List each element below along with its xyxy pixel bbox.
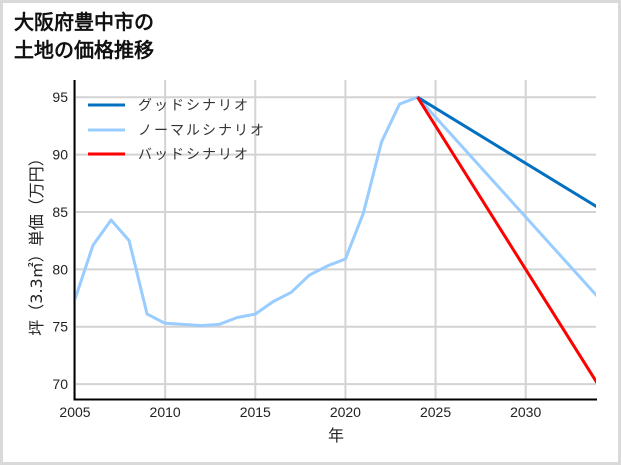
legend-label: グッドシナリオ [138, 98, 250, 114]
x-tick-label: 2020 [330, 404, 361, 420]
data-series [75, 95, 596, 385]
y-tick-label: 80 [52, 261, 68, 277]
y-tick-labels: 70 75 80 85 90 95 [52, 89, 68, 392]
chart-title: 大阪府豊中市の 土地の価格推移 [14, 8, 154, 64]
chart-title-line-2: 土地の価格推移 [14, 38, 154, 62]
y-tick-label: 70 [52, 376, 68, 392]
x-tick-label: 2030 [510, 404, 541, 420]
x-tick-label: 2005 [59, 404, 90, 420]
axes [73, 80, 597, 401]
y-tick-label: 75 [52, 319, 68, 335]
y-tick-label: 90 [52, 147, 68, 163]
y-tick-label: 95 [52, 89, 68, 105]
x-tick-labels: 2005 2010 2015 2020 2025 2030 [59, 404, 541, 420]
y-axis-label: 坪（3.3㎡）単価（万円） [27, 150, 46, 335]
chart-title-line-1: 大阪府豊中市の [14, 10, 154, 34]
x-tick-label: 2025 [420, 404, 451, 420]
x-tick-label: 2015 [240, 404, 271, 420]
legend-label: ノーマルシナリオ [138, 123, 266, 139]
series-line-0 [416, 95, 596, 209]
series-line-2 [416, 96, 596, 385]
x-axis-label: 年 [328, 426, 344, 445]
legend-label: バッドシナリオ [138, 147, 250, 163]
series-line-1 [75, 95, 596, 328]
y-tick-label: 85 [52, 204, 68, 220]
x-tick-label: 2010 [150, 404, 181, 420]
